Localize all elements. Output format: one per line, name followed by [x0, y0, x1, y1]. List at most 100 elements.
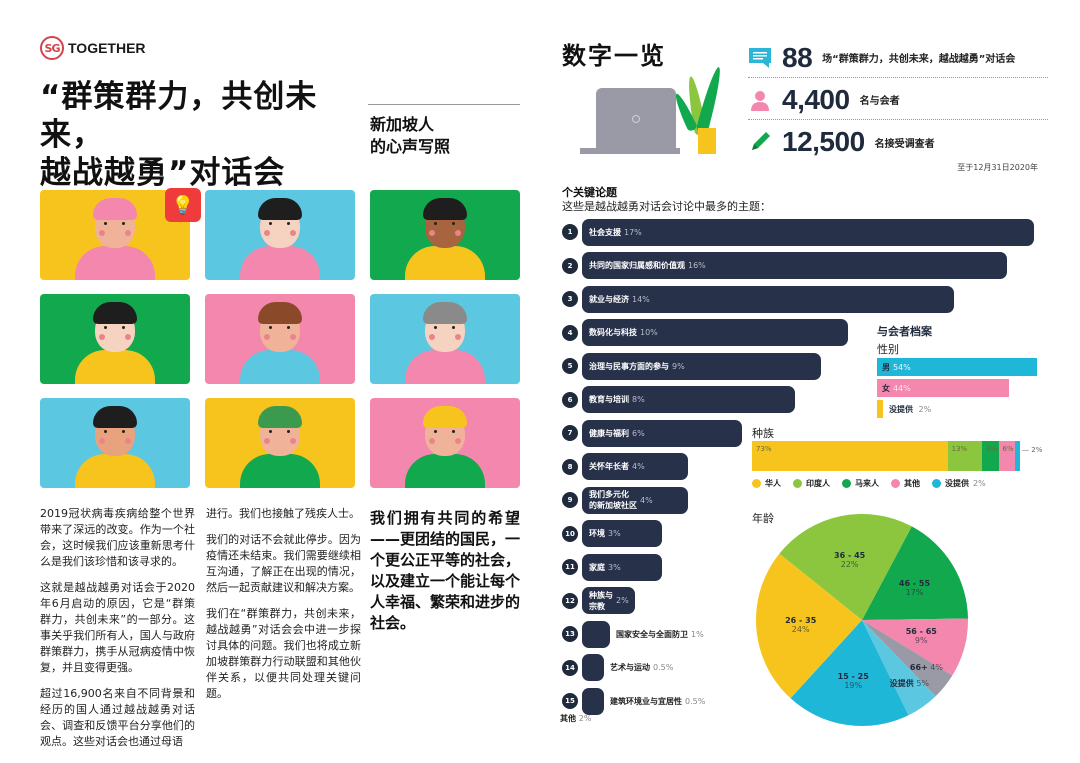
people-illustration-grid: 💡: [40, 188, 520, 488]
body-shape: [75, 454, 155, 488]
cheek: [125, 438, 131, 444]
topic-bar-row: 2 共同的国家归属感和价值观 16%: [562, 252, 1008, 280]
hair: [423, 406, 467, 428]
eye: [434, 222, 437, 225]
eye: [434, 326, 437, 329]
topic-percent: 0.5%: [653, 663, 674, 672]
legend-dot-icon: [891, 479, 900, 488]
topic-bar-row: 10 环境 3%: [562, 520, 662, 548]
cheek: [429, 438, 435, 444]
topic-bar: 教育与培训 8%: [582, 386, 795, 413]
topic-bar-row: 6 教育与培训 8%: [562, 386, 795, 414]
topic-percent: 9%: [672, 361, 685, 371]
pie-slice: [862, 618, 968, 676]
topic-percent: 16%: [688, 261, 706, 270]
stat-respondents: 12,500 名接受调查者: [748, 122, 1048, 162]
legend-dot-icon: [842, 479, 851, 488]
stat-value: 4,400: [782, 83, 850, 115]
cheek: [125, 334, 131, 340]
topic-rank-badge: 14: [562, 659, 578, 676]
eye: [287, 222, 290, 225]
pie-slice: [862, 620, 953, 697]
eye: [452, 430, 455, 433]
gender-percent: 44%: [893, 383, 911, 393]
topic-label: 治理与民事方面的参与: [589, 361, 669, 371]
body-shape: [405, 246, 485, 280]
topic-bar: 我们多元化 的新加坡社区 4%: [582, 486, 689, 514]
topic-bar: [582, 687, 604, 715]
hair: [258, 198, 302, 220]
topic-label: 环境: [589, 529, 605, 538]
topic-bar-row: 4 数码化与科技 10%: [562, 319, 848, 347]
subtitle-line-2: 的心声写照: [370, 137, 451, 156]
pull-quote: 我们拥有共同的希望——更团结的国民，一个更公正平等的社会，以及建立一个能让每个人…: [370, 509, 521, 632]
eye: [104, 222, 107, 225]
paragraph: 超过16,900名来自不同背景和经历的国人通过越战越勇对话会、调查和反馈平台分享…: [40, 687, 195, 748]
eye: [269, 430, 272, 433]
stat-label: 名接受调查者: [874, 138, 935, 150]
pie-percent: 19%: [844, 680, 863, 690]
legend-dot-icon: [793, 479, 802, 488]
topic-percent: 3%: [608, 529, 621, 538]
eye: [434, 430, 437, 433]
chat-bubble-icon: [748, 46, 772, 70]
topic-label: 我们多元化 的新加坡社区: [589, 490, 637, 510]
person-icon: [748, 88, 772, 112]
hair: [423, 302, 467, 324]
cheek: [455, 230, 461, 236]
topic-bar-row: 9 我们多元化 的新加坡社区 4%: [562, 486, 689, 514]
pie-label: 15 - 25 19%: [823, 672, 883, 690]
topic-percent: 1%: [691, 629, 704, 639]
race-segment: 6%: [982, 441, 999, 471]
logo-text: TOGETHER: [68, 40, 146, 56]
pie-label: 没提供 5%: [889, 678, 930, 688]
cheek: [99, 438, 105, 444]
title-line-2: 越战越勇”对话会: [40, 155, 286, 191]
title-divider: [368, 104, 520, 105]
topic-bar: [582, 620, 610, 648]
others-label: 其他 2%: [560, 714, 592, 723]
man-with-laptop-panel: [370, 190, 520, 280]
topic-percent: 6%: [632, 428, 645, 438]
eye: [452, 326, 455, 329]
legend-item: 没提供 2%: [932, 478, 986, 489]
gender-label: 没提供 2%: [889, 404, 932, 414]
topic-bar: 种族与 宗教 2%: [582, 587, 636, 614]
body-shape: [240, 350, 320, 384]
legend-item: 其他: [891, 478, 920, 489]
topics-subheading: 这些是越战越勇对话会讨论中最多的主题：: [562, 200, 771, 213]
body-shape: [75, 246, 155, 280]
participant-profile-title: 与会者档案: [877, 325, 932, 338]
age-title: 年龄: [752, 512, 774, 525]
cheek: [99, 230, 105, 236]
legend-label: 华人: [765, 479, 781, 488]
topic-percent: 4%: [640, 495, 653, 505]
pie-percent: 24%: [791, 624, 810, 634]
page-subtitle: 新加坡人 的心声写照: [370, 114, 510, 158]
eye: [269, 222, 272, 225]
cheek: [429, 230, 435, 236]
hair: [93, 406, 137, 428]
gender-percent: 54%: [893, 362, 911, 372]
topic-bar: 治理与民事方面的参与 9%: [582, 352, 822, 380]
topic-bar-row: 11 家庭 3%: [562, 553, 662, 581]
topic-bar-row: 8 关怀年长者 4%: [562, 453, 689, 481]
race-callout: — 2%: [1022, 446, 1043, 454]
gender-title: 性别: [877, 343, 899, 356]
race-title: 种族: [752, 427, 774, 440]
topic-rank-badge: 11: [562, 559, 578, 575]
paragraph: 进行。我们也接触了残疾人士。: [206, 507, 360, 520]
stat-label: 场“群策群力，共创未来，越战越勇”对话会: [822, 54, 1016, 65]
cheek: [290, 438, 296, 444]
topic-percent: 4%: [632, 462, 645, 471]
topic-percent: 0.5%: [685, 696, 706, 706]
legend-label: 马来人: [855, 479, 879, 488]
topic-bar: 共同的国家归属感和价值观 16%: [582, 252, 1008, 279]
topic-label: 家庭: [589, 562, 605, 572]
stat-participants: 4,400 名与会者: [748, 80, 1048, 120]
topic-label: 国家安全与全面防卫 1%: [616, 629, 704, 639]
legend-dot-icon: [752, 479, 761, 488]
topic-bar-row: 15 建筑环境业与宜居性 0.5%: [562, 687, 705, 715]
topic-rank-badge: 9: [562, 492, 578, 508]
eye: [287, 326, 290, 329]
